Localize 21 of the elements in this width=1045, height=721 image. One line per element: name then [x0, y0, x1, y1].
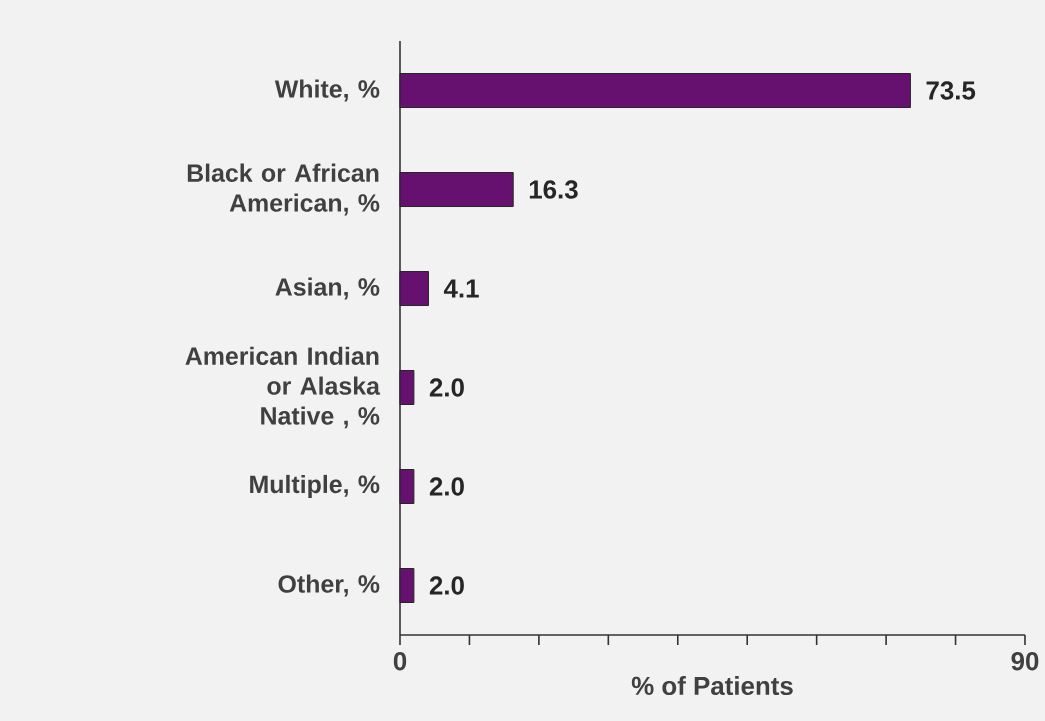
data-label: 16.3 — [529, 180, 578, 199]
data-label: 2.0 — [429, 576, 464, 595]
bar — [399, 469, 415, 505]
x-axis-title: % of Patients — [631, 676, 793, 696]
y-tick-label: Black or African American, % — [187, 163, 380, 216]
bar — [399, 370, 415, 406]
bar — [399, 172, 514, 208]
data-label: 73.5 — [926, 81, 976, 100]
data-label: 4.1 — [443, 279, 479, 298]
x-tick-label: 90 — [1011, 652, 1039, 671]
y-tick-label: Asian, % — [275, 277, 380, 300]
x-tick-label: 0 — [393, 652, 407, 671]
y-tick-label: Other, % — [278, 574, 380, 597]
data-label: 2.0 — [429, 477, 464, 496]
data-label: 2.0 — [429, 378, 464, 397]
bar — [399, 73, 911, 109]
bar — [399, 568, 415, 604]
y-tick-label: Multiple, % — [250, 474, 380, 499]
bar — [399, 271, 429, 307]
y-tick-label: American Indian or Alaska Native , % — [185, 346, 381, 429]
y-tick-label: White, % — [274, 79, 380, 102]
